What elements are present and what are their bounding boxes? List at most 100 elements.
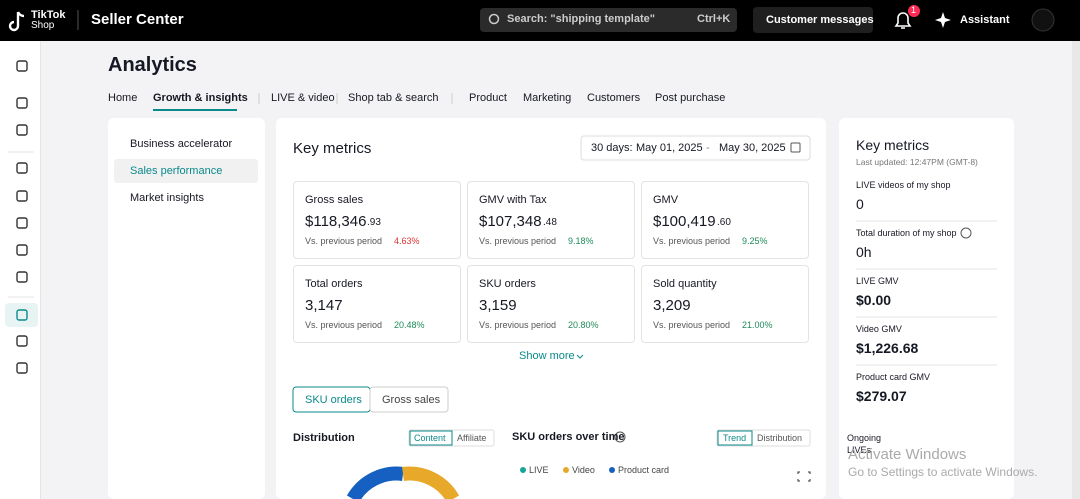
- tab[interactable]: Home: [108, 92, 138, 104]
- legend-label: Video: [572, 465, 595, 475]
- date-from[interactable]: May 01, 2025: [636, 142, 703, 154]
- toggle-label[interactable]: Trend: [723, 433, 747, 443]
- compare-label: Vs. previous period: [479, 236, 557, 246]
- badge: [908, 5, 920, 17]
- metric-name: SKU orders: [479, 278, 536, 290]
- legend-dot: [520, 467, 526, 473]
- metric-value: $1,226.68: [856, 340, 919, 356]
- nav-selected: [5, 303, 38, 327]
- metric-value: $279.07: [856, 388, 907, 404]
- metric-name: GMV with Tax: [479, 194, 547, 206]
- show-more[interactable]: Show more: [519, 350, 575, 362]
- tab[interactable]: Shop tab & search: [348, 92, 439, 104]
- watermark-text: Go to Settings to activate Windows.: [848, 465, 1038, 479]
- logo-icon: [8, 11, 25, 32]
- metric-card[interactable]: [467, 181, 635, 259]
- metric-label: LIVE videos of my shop: [856, 180, 951, 190]
- assistant-icon[interactable]: [935, 12, 951, 28]
- nav-icon[interactable]: [16, 217, 28, 229]
- badge-count: 1: [911, 5, 917, 15]
- toggle-label[interactable]: Content: [414, 433, 446, 443]
- info-icon: [960, 227, 972, 239]
- section-title: Key metrics: [293, 140, 372, 157]
- metric-card[interactable]: [293, 265, 461, 343]
- toggle-button[interactable]: [369, 386, 449, 413]
- donut-segment: [402, 466, 460, 499]
- nav-icon[interactable]: [16, 97, 28, 109]
- right-panel: [839, 118, 1014, 499]
- menu-item[interactable]: Sales performance: [130, 165, 223, 177]
- nav-icon[interactable]: [16, 60, 28, 72]
- expand-icon[interactable]: [797, 471, 811, 482]
- date-picker[interactable]: [580, 135, 811, 161]
- metric-decimals: .93: [367, 217, 381, 228]
- nav-icon[interactable]: [16, 124, 28, 136]
- metric-name: Gross sales: [305, 194, 364, 206]
- legend-dot: [609, 467, 615, 473]
- toggle-label[interactable]: SKU orders: [305, 394, 362, 406]
- metric-value: 3,147: [305, 297, 343, 314]
- toggle-selected[interactable]: [409, 430, 453, 446]
- nav-icon[interactable]: [16, 309, 28, 321]
- nav-icon[interactable]: [16, 335, 28, 347]
- bell-icon[interactable]: [894, 12, 912, 29]
- tab[interactable]: Post purchase: [655, 92, 726, 104]
- toggle-label[interactable]: Affiliate: [457, 433, 487, 443]
- panel-title: Key metrics: [856, 137, 930, 153]
- tab[interactable]: Product: [469, 92, 507, 104]
- metric-value: $107,348: [479, 213, 542, 230]
- nav-icon[interactable]: [16, 271, 28, 283]
- info-icon: [614, 431, 626, 443]
- nav-icon[interactable]: [16, 162, 28, 174]
- metric-card[interactable]: [293, 181, 461, 259]
- compare-label: Vs. previous period: [653, 236, 731, 246]
- tab[interactable]: LIVE & video: [271, 92, 335, 104]
- menu-selected: [114, 159, 258, 183]
- metric-name: GMV: [653, 194, 679, 206]
- shortcut: Ctrl+K: [697, 13, 731, 25]
- metric-label: Video GMV: [856, 324, 902, 334]
- chevron: [576, 354, 584, 359]
- metric-change: 20.80%: [568, 320, 599, 330]
- date-to[interactable]: May 30, 2025: [719, 142, 786, 154]
- metric-change: 9.25%: [742, 236, 768, 246]
- search-box[interactable]: [480, 8, 737, 32]
- metric-card[interactable]: [641, 265, 809, 343]
- metric-value: 3,159: [479, 297, 517, 314]
- tab[interactable]: Marketing: [523, 92, 572, 104]
- metric-value: 0h: [856, 244, 872, 260]
- chart-title: SKU orders over time: [512, 431, 625, 443]
- updated-label: Last updated: 12:47PM (GMT-8): [856, 157, 978, 167]
- app-name: Seller Center: [91, 11, 184, 28]
- menu-item[interactable]: Market insights: [130, 192, 204, 204]
- metric-decimals: .60: [717, 217, 731, 228]
- nav-icon[interactable]: [16, 362, 28, 374]
- assistant-label[interactable]: Assistant: [960, 14, 1010, 26]
- metric-card[interactable]: [641, 181, 809, 259]
- messages-label[interactable]: Customer messages: [766, 14, 874, 26]
- metric-name: Total orders: [305, 278, 363, 290]
- metric-value: $0.00: [856, 292, 892, 308]
- metric-label: Total duration of my shop: [856, 228, 957, 238]
- nav-icon[interactable]: [16, 190, 28, 202]
- search-placeholder[interactable]: Search: "shipping template": [507, 13, 655, 25]
- toggle-selected[interactable]: [717, 430, 753, 446]
- legend-label: Product card: [618, 465, 670, 475]
- compare-label: Vs. previous period: [653, 320, 731, 330]
- menu-item[interactable]: Business accelerator: [130, 138, 233, 150]
- metric-label: Product card GMV: [856, 372, 931, 382]
- toggle-label[interactable]: Distribution: [757, 433, 803, 443]
- metric-change: 20.48%: [394, 320, 425, 330]
- toggle-label[interactable]: Gross sales: [382, 394, 441, 406]
- avatar[interactable]: [1031, 8, 1055, 32]
- date-label: 30 days:: [591, 142, 633, 154]
- tab[interactable]: Growth & insights: [153, 92, 248, 104]
- messages-button[interactable]: [753, 7, 873, 33]
- donut-segment: [346, 466, 404, 499]
- tab[interactable]: Customers: [587, 92, 641, 104]
- legend-label: LIVE: [529, 465, 549, 475]
- metric-card[interactable]: [467, 265, 635, 343]
- metric-value: 3,209: [653, 297, 691, 314]
- nav-icon[interactable]: [16, 244, 28, 256]
